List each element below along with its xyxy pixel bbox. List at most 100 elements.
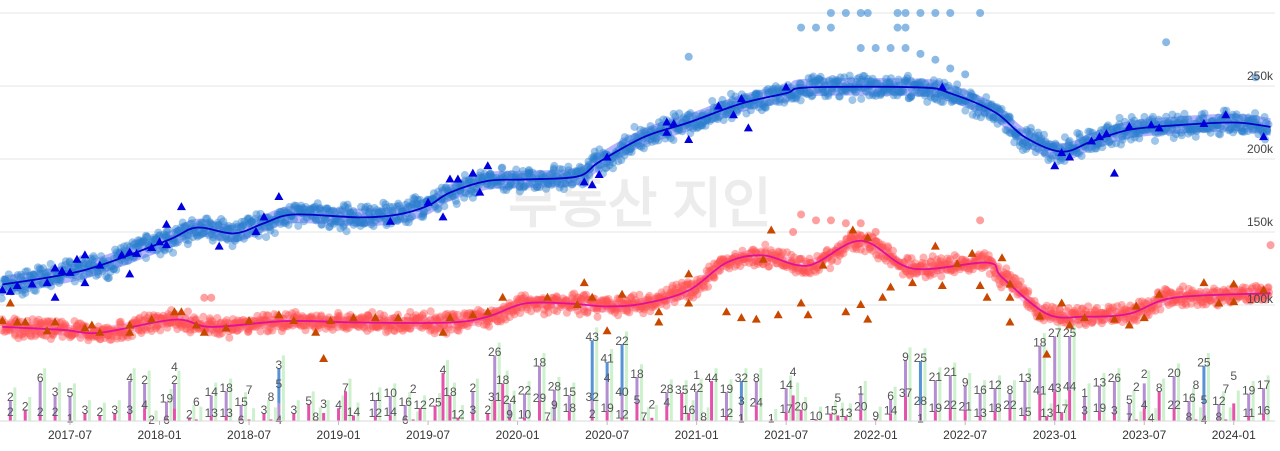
series_a-outlier-dot	[901, 23, 910, 32]
series_a-transaction-dot	[232, 220, 241, 229]
series_a-transaction-dot	[877, 89, 886, 98]
volume-label: 17	[1257, 378, 1271, 392]
series_b-transaction-dot	[457, 320, 466, 329]
series_a-transaction-dot	[501, 171, 510, 180]
series_b-transaction-dot	[421, 321, 430, 330]
volume-label: 4	[1201, 413, 1208, 427]
series_a-transaction-dot	[654, 136, 663, 145]
series_a-transaction-dot	[498, 182, 507, 191]
series_a-transaction-dot	[775, 87, 784, 96]
series_b-transaction-dot	[116, 317, 125, 326]
series_b-transaction-dot	[765, 262, 774, 271]
series_b-transaction-dot	[264, 326, 273, 335]
series_b-transaction-dot	[104, 331, 113, 340]
series_a-transaction-dot	[240, 217, 249, 226]
series_a-transaction-dot	[624, 134, 633, 143]
series_a-transaction-dot	[1103, 123, 1112, 132]
volume-label: 7	[246, 383, 253, 397]
volume-label: 1	[857, 384, 864, 398]
series_a-transaction-dot	[849, 86, 858, 95]
series_a-transaction-dot	[724, 108, 733, 117]
volume-label: 8	[1007, 383, 1014, 397]
series_b-transaction-dot	[380, 311, 389, 320]
volume-bar-total	[804, 397, 808, 421]
series_a-transaction-dot	[746, 106, 755, 115]
series_a-transaction-dot	[438, 186, 447, 195]
series_a-transaction-dot	[1026, 124, 1035, 133]
series_a-transaction-dot	[819, 77, 828, 86]
series_b-transaction-dot	[363, 311, 372, 320]
series_b-transaction-dot	[353, 322, 362, 331]
volume-bar-total	[878, 406, 882, 421]
volume-label: 4	[663, 396, 670, 410]
series_a-transaction-dot	[308, 204, 317, 213]
series_a-transaction-dot	[248, 217, 257, 226]
series_a-transaction-dot	[407, 203, 416, 212]
volume-label: 12	[988, 378, 1002, 392]
series_a-transaction-dot	[835, 92, 844, 101]
series_b-transaction-dot	[279, 323, 288, 332]
series_a-transaction-dot	[821, 92, 830, 101]
series_a-transaction-dot	[781, 95, 790, 104]
series_a-transaction-dot	[360, 218, 369, 227]
series_b-transaction-dot	[44, 317, 53, 326]
volume-bar-segment	[814, 419, 818, 421]
volume-bar-total	[1139, 411, 1143, 421]
series_b-transaction-dot	[33, 320, 42, 329]
series_b-transaction-dot	[74, 319, 83, 328]
series_a-transaction-dot	[1118, 135, 1127, 144]
series_a-transaction-dot	[236, 222, 245, 231]
volume-bar-total	[58, 382, 62, 421]
series_b-transaction-dot	[333, 323, 342, 332]
series_a-transaction-dot	[192, 228, 201, 237]
series_a-transaction-dot	[701, 121, 710, 130]
series_b-transaction-dot	[180, 320, 189, 329]
volume-bar-total	[102, 402, 106, 421]
series_a-transaction-dot	[1019, 136, 1028, 145]
volume-label: 5	[835, 391, 842, 405]
series_a-transaction-dot	[521, 182, 530, 191]
volume-label: 13	[1093, 376, 1107, 390]
series_a-transaction-dot	[485, 170, 494, 179]
volume-label: 3	[276, 358, 283, 372]
series_a-transaction-dot	[1086, 127, 1095, 136]
series_a-transaction-dot	[1102, 123, 1111, 132]
series_a-transaction-dot	[168, 239, 177, 248]
volume-bar-total	[341, 395, 345, 421]
volume-label: 42	[690, 381, 704, 395]
series_a-transaction-dot	[759, 102, 768, 111]
series_b-transaction-dot	[21, 328, 30, 337]
series_a-transaction-dot	[571, 167, 580, 176]
series_a-transaction-dot	[102, 272, 111, 281]
volume-bar-total	[998, 375, 1002, 421]
volume-label: 20	[854, 400, 868, 414]
volume-bar-segment	[993, 388, 997, 412]
series_a-transaction-dot	[344, 204, 353, 213]
volume-label: 3	[738, 394, 745, 408]
series_a-transaction-dot	[902, 77, 911, 86]
series_b-transaction-dot	[57, 317, 66, 326]
series_b-triangle-marker	[997, 253, 1007, 262]
series_a-transaction-dot	[1237, 127, 1246, 136]
series_b-triangle-marker	[498, 292, 508, 301]
series_a-transaction-dot	[519, 183, 528, 192]
series_a-transaction-dot	[316, 204, 325, 213]
series_a-transaction-dot	[1075, 130, 1084, 139]
series_b-transaction-dot	[34, 315, 43, 324]
volume-label: 6	[238, 413, 245, 427]
series_a-transaction-dot	[1018, 139, 1027, 148]
series_a-transaction-dot	[816, 76, 825, 85]
series_a-transaction-dot	[944, 81, 953, 90]
volume-bar-segment	[1247, 393, 1251, 417]
volume-bar-total	[639, 364, 643, 421]
volume-label: 1	[917, 412, 924, 426]
series_a-transaction-dot	[671, 112, 680, 121]
series_a-transaction-dot	[340, 220, 349, 229]
series_a-transaction-dot	[377, 208, 386, 217]
series_a-transaction-dot	[762, 86, 771, 95]
series_a-transaction-dot	[420, 207, 429, 216]
series_a-transaction-dot	[1260, 112, 1269, 121]
series_b-transaction-dot	[107, 331, 116, 340]
series_a-transaction-dot	[1084, 145, 1093, 154]
series_b-transaction-dot	[454, 326, 463, 335]
